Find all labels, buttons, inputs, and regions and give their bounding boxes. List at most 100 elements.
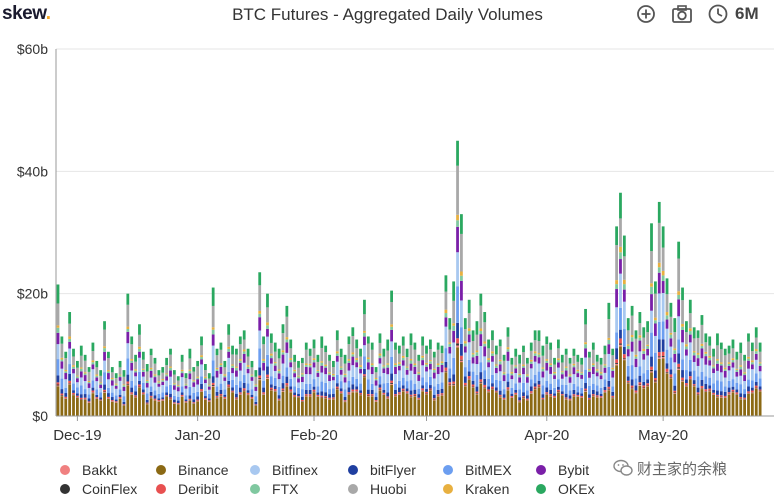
bar-segment-binance — [316, 396, 320, 416]
day-bar — [72, 348, 75, 416]
bar-segment-kraken — [719, 362, 723, 364]
bar-segment-binance — [611, 398, 615, 416]
bar-segment-bitmex — [157, 393, 161, 399]
bar-segment-bitfinex — [642, 359, 646, 374]
bar-segment-binance — [161, 400, 165, 416]
legend-item-coinflex[interactable]: CoinFlex — [60, 481, 137, 497]
bar-segment-deribit — [223, 396, 227, 399]
bar-segment-kraken — [735, 368, 739, 370]
bar-segment-bitfinex — [269, 363, 273, 377]
bar-segment-bitmex — [576, 386, 580, 393]
bar-segment-binance — [83, 399, 87, 416]
bar-segment-deribit — [231, 390, 234, 392]
bar-segment-huobi — [475, 334, 479, 351]
bar-segment-bitfinex — [246, 373, 250, 384]
bar-segment-coinflex — [60, 395, 64, 396]
legend-item-deribit[interactable]: Deribit — [156, 481, 218, 497]
legend-item-okex[interactable]: OKEx — [536, 481, 595, 497]
zoom-in-icon[interactable] — [635, 3, 657, 25]
bar-segment-coinflex — [638, 384, 642, 386]
bar-segment-okex — [196, 360, 200, 367]
bar-segment-bakkt — [638, 385, 642, 386]
bar-segment-bybit — [700, 348, 704, 359]
bar-segment-huobi — [277, 358, 281, 370]
bar-segment-bybit — [238, 362, 242, 371]
legend-item-bitflyer[interactable]: bitFlyer — [348, 462, 416, 478]
bar-segment-okex — [727, 345, 731, 354]
bar-segment-bitmex — [83, 389, 87, 395]
bar-segment-bybit — [747, 360, 750, 369]
bar-segment-ftx — [483, 343, 487, 347]
clock-icon[interactable] — [707, 3, 729, 25]
legend-item-kraken[interactable]: Kraken — [443, 481, 509, 497]
legend-label: Bitfinex — [272, 462, 318, 478]
bar-segment-bitfinex — [169, 376, 172, 385]
legend-item-bybit[interactable]: Bybit — [536, 462, 589, 478]
bar-segment-bitflyer — [401, 385, 405, 389]
legend-item-bitfinex[interactable]: Bitfinex — [250, 462, 318, 478]
bar-segment-binance — [518, 402, 522, 416]
legend-item-bakkt[interactable]: Bakkt — [60, 462, 117, 478]
bar-segment-bybit — [99, 384, 103, 389]
bar-segment-bakkt — [347, 394, 351, 395]
bar-segment-bitmex — [681, 359, 684, 371]
bar-segment-bybit — [591, 366, 595, 374]
legend-item-bitmex[interactable]: BitMEX — [443, 462, 512, 478]
day-bar — [390, 290, 393, 416]
bar-segment-ftx — [122, 385, 126, 387]
bar-segment-bitflyer — [312, 386, 316, 390]
bar-segment-huobi — [584, 324, 587, 343]
bar-segment-huobi — [401, 345, 405, 356]
bar-segment-coinflex — [235, 398, 238, 400]
bar-segment-deribit — [130, 392, 134, 394]
bar-segment-okex — [149, 348, 153, 356]
bar-segment-bitflyer — [157, 398, 161, 401]
bar-segment-deribit — [285, 383, 289, 386]
bar-segment-huobi — [204, 370, 207, 377]
bar-segment-bitfinex — [99, 388, 103, 393]
bar-segment-bitmex — [638, 366, 642, 376]
bar-segment-bitfinex — [665, 328, 669, 350]
bar-segment-bitflyer — [603, 387, 607, 391]
bar-segment-bybit — [425, 366, 428, 372]
bar-segment-bitfinex — [103, 360, 106, 373]
bar-segment-bitflyer — [320, 391, 324, 396]
legend-item-binance[interactable]: Binance — [156, 462, 229, 478]
bar-segment-deribit — [487, 389, 490, 392]
bar-segment-bitfinex — [553, 378, 556, 388]
bar-segment-bitflyer — [169, 393, 172, 398]
bar-segment-bitflyer — [650, 356, 653, 367]
day-bar — [518, 354, 522, 416]
legend-item-huobi[interactable]: Huobi — [348, 481, 407, 497]
bar-segment-huobi — [619, 218, 622, 247]
skew-logo[interactable]: skew. — [2, 3, 51, 25]
day-bar — [417, 354, 421, 416]
bar-segment-deribit — [576, 394, 580, 397]
bar-segment-bitmex — [285, 367, 289, 377]
bar-segment-coinflex — [588, 399, 591, 400]
bar-segment-deribit — [619, 338, 622, 344]
x-tick-label: Apr-20 — [524, 427, 569, 444]
bar-segment-coinflex — [471, 386, 475, 388]
bar-segment-binance — [339, 393, 343, 416]
bar-segment-kraken — [688, 328, 692, 332]
day-bar — [685, 321, 688, 416]
bar-segment-ftx — [254, 385, 258, 387]
range-selector[interactable]: 6M — [735, 4, 759, 23]
bar-segment-huobi — [339, 357, 343, 367]
bar-segment-bybit — [68, 341, 72, 349]
bar-segment-bybit — [653, 323, 657, 336]
bar-segment-bybit — [688, 334, 692, 343]
bar-segment-bybit — [456, 226, 459, 253]
bar-segment-okex — [673, 318, 677, 333]
bar-segment-bitflyer — [467, 371, 471, 377]
bar-segment-okex — [169, 348, 172, 355]
bar-segment-bitfinex — [273, 370, 277, 378]
bar-segment-ftx — [157, 382, 161, 384]
bar-segment-deribit — [169, 397, 172, 399]
bar-segment-huobi — [525, 363, 529, 375]
camera-icon[interactable] — [671, 3, 693, 25]
bar-segment-bitflyer — [588, 394, 591, 398]
bar-segment-binance — [467, 379, 471, 416]
legend-item-ftx[interactable]: FTX — [250, 481, 298, 497]
